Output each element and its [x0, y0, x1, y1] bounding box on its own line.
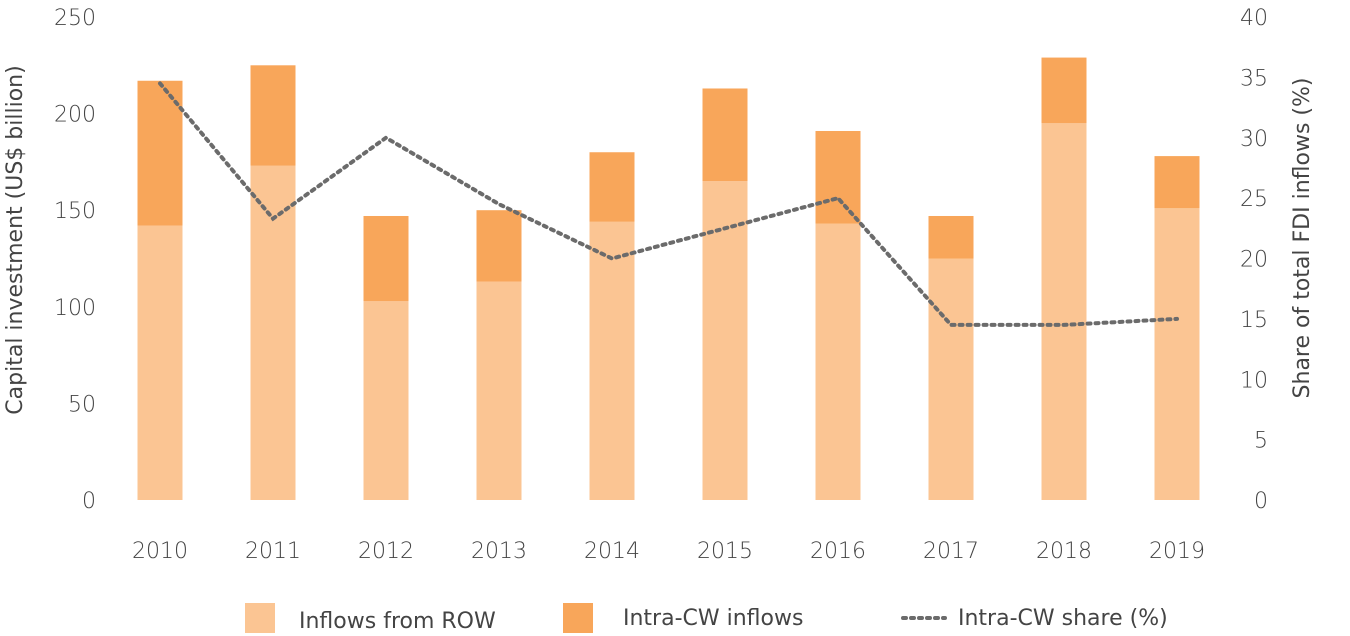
y-left-tick-250: 250 — [54, 6, 96, 31]
x-tick-2013: 2013 — [471, 539, 527, 564]
bar-intra-cw-inflows-2012 — [363, 215, 409, 302]
bar-inflows-row-2016 — [815, 223, 861, 500]
bar-intra-cw-inflows-2010 — [137, 80, 183, 226]
y-left-tick-200: 200 — [54, 103, 96, 128]
line-point-2012 — [385, 137, 387, 139]
x-tick-2010: 2010 — [132, 539, 188, 564]
y-right-tick-20: 20 — [1240, 248, 1268, 273]
x-tick-2019: 2019 — [1149, 539, 1205, 564]
y-axis-right-title: Share of total FDI inflows (%) — [1290, 78, 1315, 399]
line-point-2019 — [1176, 318, 1178, 320]
x-tick-2018: 2018 — [1036, 539, 1092, 564]
y-right-tick-25: 25 — [1240, 187, 1268, 212]
y-right-tick-30: 30 — [1240, 127, 1268, 152]
y-axis-right-ticks: 0 5 10 15 20 25 30 35 40 — [1240, 6, 1268, 514]
line-point-2013 — [498, 203, 500, 205]
x-tick-2016: 2016 — [810, 539, 866, 564]
line-point-2018 — [1063, 324, 1065, 326]
y-left-tick-100: 100 — [54, 296, 96, 321]
bar-inflows-row-2014 — [589, 221, 635, 501]
x-tick-2015: 2015 — [697, 539, 753, 564]
y-left-tick-0: 0 — [82, 489, 96, 514]
bar-inflows-row-2019 — [1154, 208, 1200, 500]
legend-label-inflows-row: Inflows from ROW — [299, 609, 496, 634]
x-tick-2014: 2014 — [584, 539, 640, 564]
y-right-tick-35: 35 — [1240, 66, 1268, 91]
x-tick-2017: 2017 — [923, 539, 979, 564]
y-right-tick-15: 15 — [1240, 308, 1268, 333]
legend-label-intra-cw-share: Intra-CW share (%) — [958, 606, 1168, 631]
bar-inflows-row-2017 — [928, 258, 974, 500]
bar-inflows-row-2013 — [476, 281, 522, 500]
bar-intra-cw-inflows-2013 — [476, 210, 522, 282]
line-point-2011 — [272, 218, 274, 220]
bars-layer — [137, 57, 1200, 501]
bar-inflows-row-2018 — [1041, 123, 1087, 500]
y-right-tick-5: 5 — [1254, 429, 1268, 454]
bar-intra-cw-inflows-2016 — [815, 130, 861, 224]
y-left-tick-50: 50 — [68, 392, 96, 417]
y-right-tick-0: 0 — [1254, 489, 1268, 514]
share-line-layer — [158, 81, 1179, 327]
line-point-2014 — [611, 258, 613, 259]
legend-swatch-intra-cw-inflows — [563, 603, 593, 633]
legend-label-intra-cw-inflows: Intra-CW inflows — [623, 606, 803, 631]
bar-inflows-row-2012 — [363, 301, 409, 500]
bar-intra-cw-inflows-2014 — [589, 152, 635, 222]
y-axis-left-ticks: 0 50 100 150 200 250 — [54, 6, 96, 514]
x-tick-2012: 2012 — [358, 539, 414, 564]
y-right-tick-40: 40 — [1240, 6, 1268, 31]
line-point-2015 — [724, 227, 726, 229]
y-left-tick-150: 150 — [54, 199, 96, 224]
legend: Inflows from ROW Intra-CW inflows Intra-… — [245, 603, 1168, 634]
bar-intra-cw-inflows-2019 — [1154, 156, 1200, 209]
bar-inflows-row-2011 — [250, 165, 296, 500]
line-point-2010 — [159, 82, 161, 84]
x-tick-2011: 2011 — [245, 539, 301, 564]
y-right-tick-10: 10 — [1240, 368, 1268, 393]
bar-intra-cw-inflows-2017 — [928, 215, 974, 259]
bar-intra-cw-inflows-2015 — [702, 88, 748, 182]
bar-intra-cw-inflows-2011 — [250, 65, 296, 166]
line-point-2016 — [837, 197, 839, 199]
series-line-intra-cw-share — [158, 81, 1179, 327]
line-point-2017 — [950, 324, 952, 326]
y-axis-left-title: Capital investment (US$ billion) — [3, 65, 28, 414]
x-axis-ticks: 2010 2011 2012 2013 2014 2015 2016 2017 2018 2019 — [132, 539, 1205, 564]
bar-intra-cw-inflows-2018 — [1041, 57, 1087, 124]
legend-swatch-inflows-row — [245, 603, 275, 633]
bar-inflows-row-2010 — [137, 225, 183, 500]
